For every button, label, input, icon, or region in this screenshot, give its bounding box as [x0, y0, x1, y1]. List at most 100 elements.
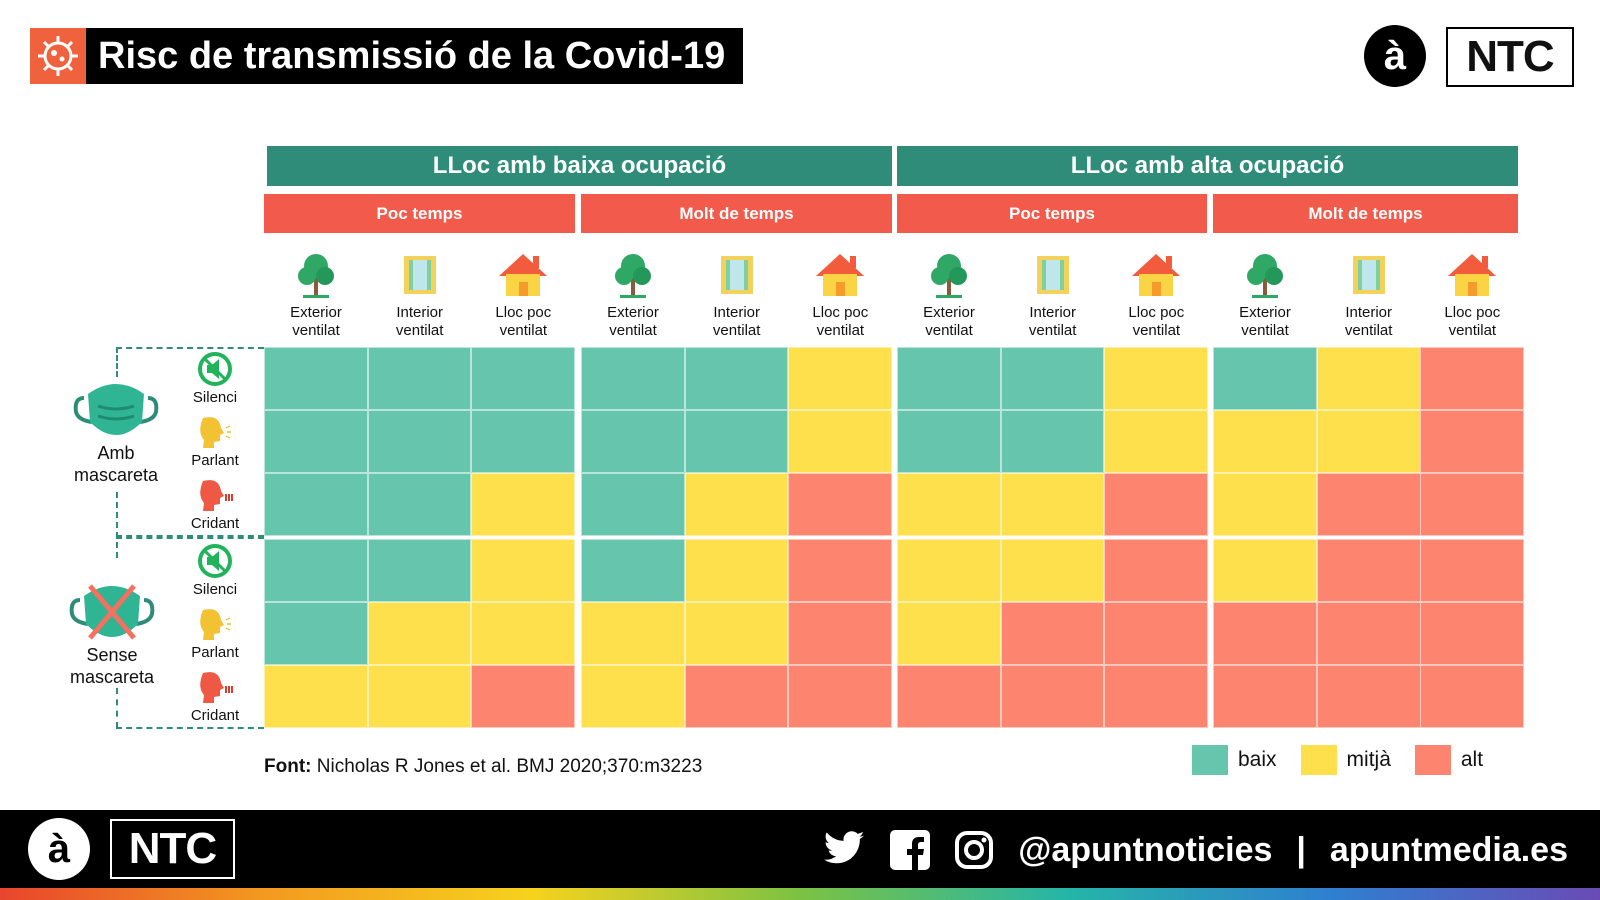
column-header-label: Exterior: [607, 304, 659, 321]
legend-swatch-high: [1414, 745, 1451, 775]
heatmap-cell-high: [1420, 347, 1525, 410]
heatmap-cell-medium: [1316, 347, 1421, 410]
page-title: Risc de transmissió de la Covid-19: [98, 34, 726, 77]
column-header-label: ventilat: [499, 322, 548, 339]
heatmap-cell-low: [264, 410, 368, 473]
column-header: Lloc poc ventilat: [1104, 250, 1208, 340]
heatmap-cell-high: [471, 665, 575, 728]
legend-label: alt: [1460, 748, 1484, 771]
heatmap-cell-high: [1213, 665, 1317, 728]
no-mask-icon: [69, 584, 155, 640]
window-icon: [1317, 250, 1421, 300]
heatmap-cell-low: [471, 347, 575, 410]
heatmap-cell-low: [897, 347, 1001, 410]
title-bar: Risc de transmissió de la Covid-19: [30, 28, 744, 84]
heatmap-cell-medium: [897, 473, 1001, 536]
row-label: Parlant: [175, 606, 255, 661]
column-header: Lloc poc ventilat: [1420, 250, 1524, 340]
heatmap-cell-medium: [471, 539, 575, 602]
tree-icon: [581, 250, 685, 300]
house-icon: [471, 250, 575, 300]
house-icon: [1104, 250, 1208, 300]
speaking-head-icon: [175, 414, 255, 450]
heatmap-cell-medium: [1104, 410, 1208, 473]
social-handle[interactable]: @apuntnoticies: [1018, 830, 1273, 869]
divider: [116, 688, 118, 728]
column-header-label: ventilat: [816, 322, 865, 339]
column-header-label: Interior: [713, 304, 760, 321]
footer-separator: |: [1296, 830, 1306, 869]
heatmap-cell-high: [897, 665, 1001, 728]
header-high-occupancy: LLoc amb alta ocupació: [897, 146, 1518, 186]
legend-label: mitjà: [1346, 748, 1391, 771]
divider: [116, 535, 264, 539]
legend-swatch-low: [1192, 745, 1228, 775]
column-header-label: Lloc poc: [1128, 304, 1185, 321]
heatmap-cell-high: [1000, 665, 1105, 728]
column-header: Exterior ventilat: [1213, 250, 1317, 340]
facebook-icon[interactable]: [890, 830, 931, 870]
row-label-text: Cridant: [190, 707, 240, 724]
heatmap-cell-medium: [367, 665, 472, 728]
tree-icon: [264, 250, 368, 300]
heatmap-cell-high: [1104, 665, 1208, 728]
heatmap-cell-low: [581, 347, 685, 410]
column-header-label: ventilat: [1132, 322, 1181, 339]
window-icon: [685, 250, 789, 300]
tree-icon: [1213, 250, 1317, 300]
heatmap-cell-low: [581, 473, 685, 536]
footer: [0, 810, 1600, 888]
apunt-logo: à: [1364, 25, 1426, 87]
header-time-4: Molt de temps: [1213, 194, 1518, 233]
heatmap-cell-low: [264, 539, 368, 602]
legend-swatch-medium: [1300, 745, 1337, 775]
column-header-label: ventilat: [1028, 322, 1077, 339]
footer-apunt-logo: à: [28, 818, 90, 880]
column-header-label: Exterior: [923, 304, 975, 321]
column-header-label: ventilat: [292, 322, 340, 339]
column-header-label: ventilat: [1344, 322, 1393, 339]
column-header: Exterior ventilat: [264, 250, 368, 340]
heatmap-cell-high: [1104, 473, 1208, 536]
heatmap-cell-high: [1420, 473, 1525, 536]
column-header: Lloc poc ventilat: [788, 250, 892, 340]
column-header-label: Lloc poc: [1444, 304, 1501, 321]
heatmap-cell-low: [367, 539, 472, 602]
row-label: Silenci: [175, 351, 255, 406]
heatmap-cell-medium: [897, 539, 1001, 602]
heatmap-cell-medium: [1000, 539, 1105, 602]
heatmap-cell-medium: [264, 665, 368, 728]
muted-icon: [175, 351, 255, 387]
row-label-text: Silenci: [192, 389, 238, 406]
heatmap-cell-high: [1420, 539, 1525, 602]
heatmap-cell-medium: [1000, 473, 1105, 536]
row-group-with-mask: Amb mascareta: [61, 378, 171, 486]
row-label-text: Silenci: [192, 581, 238, 598]
heatmap-cell-high: [1104, 539, 1208, 602]
column-header: Exterior ventilat: [581, 250, 685, 340]
heatmap-cell-low: [264, 602, 368, 665]
source-label: Font:: [264, 756, 312, 777]
divider: [116, 727, 264, 729]
row-label-text: Parlant: [191, 644, 239, 661]
heatmap-cell-low: [367, 410, 472, 473]
twitter-icon[interactable]: [822, 830, 866, 870]
website-link[interactable]: apuntmedia.es: [1329, 830, 1568, 869]
heatmap-cell-medium: [581, 602, 685, 665]
heatmap-cell-high: [1420, 665, 1525, 728]
column-header: Lloc poc ventilat: [471, 250, 575, 340]
heatmap-cell-low: [581, 410, 685, 473]
legend: baix mitjà alt: [1192, 745, 1483, 775]
heatmap-cell-medium: [367, 602, 472, 665]
heatmap-cell-high: [1104, 602, 1208, 665]
column-header-label: ventilat: [395, 322, 444, 339]
heatmap-cell-medium: [1213, 473, 1317, 536]
heatmap-cell-medium: [684, 539, 789, 602]
color-strip: [0, 888, 1600, 900]
heatmap-cell-low: [684, 347, 789, 410]
column-header-label: Lloc poc: [812, 304, 869, 321]
column-header: Interior ventilat: [1317, 250, 1421, 340]
instagram-icon[interactable]: [954, 830, 994, 870]
window-icon: [368, 250, 472, 300]
header-time-2: Molt de temps: [581, 194, 892, 233]
